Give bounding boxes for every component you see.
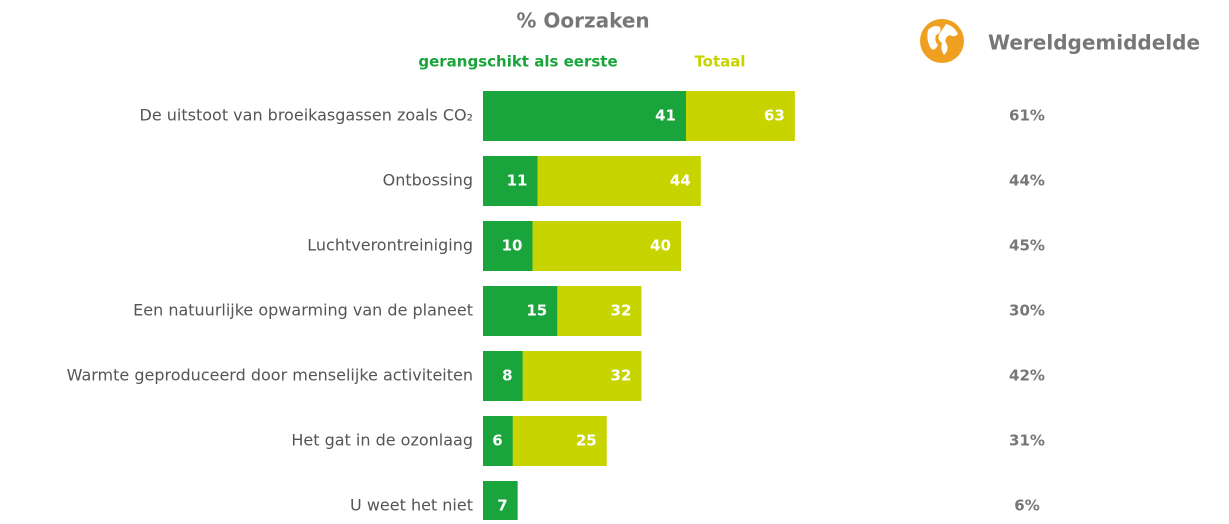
bar: [483, 286, 558, 336]
category-label: Warmte geproduceerd door menselijke acti…: [67, 366, 473, 385]
value-label: 32: [611, 367, 632, 385]
column-header: Wereldgemiddelde: [988, 31, 1200, 55]
legend-label: gerangschikt als eerste: [418, 53, 617, 71]
globe-icon: [920, 19, 964, 63]
value-label: 6: [492, 432, 502, 450]
chart-title: % Oorzaken: [516, 9, 649, 33]
world-average: 45%: [1009, 237, 1045, 255]
bar: [483, 91, 686, 141]
category-label: Een natuurlijke opwarming van de planeet: [133, 301, 473, 320]
bar: [483, 156, 538, 206]
category-label: Het gat in de ozonlaag: [291, 431, 473, 450]
bar: [483, 481, 518, 524]
world-average: 30%: [1009, 302, 1045, 320]
bar: [483, 221, 533, 271]
legend-label: Totaal: [694, 53, 745, 71]
category-label: Luchtverontreiniging: [307, 236, 473, 255]
world-average: 31%: [1009, 432, 1045, 450]
value-label: 10: [502, 237, 523, 255]
world-average: 44%: [1009, 172, 1045, 190]
value-label: 11: [507, 172, 528, 190]
value-label: 40: [650, 237, 671, 255]
value-label: 7: [497, 497, 507, 515]
value-label: 63: [764, 107, 785, 125]
value-label: 8: [502, 367, 512, 385]
category-label: De uitstoot van broeikasgassen zoals CO₂: [140, 106, 473, 125]
world-average: 42%: [1009, 367, 1045, 385]
bar: [483, 416, 513, 466]
value-label: 44: [670, 172, 691, 190]
world-average: 6%: [1014, 497, 1039, 515]
world-average: 61%: [1009, 107, 1045, 125]
value-label: 32: [611, 302, 632, 320]
category-label: Ontbossing: [383, 171, 473, 190]
bar: [483, 351, 523, 401]
value-label: 25: [576, 432, 597, 450]
value-label: 41: [655, 107, 676, 125]
value-label: 15: [526, 302, 547, 320]
category-label: U weet het niet: [350, 496, 473, 515]
